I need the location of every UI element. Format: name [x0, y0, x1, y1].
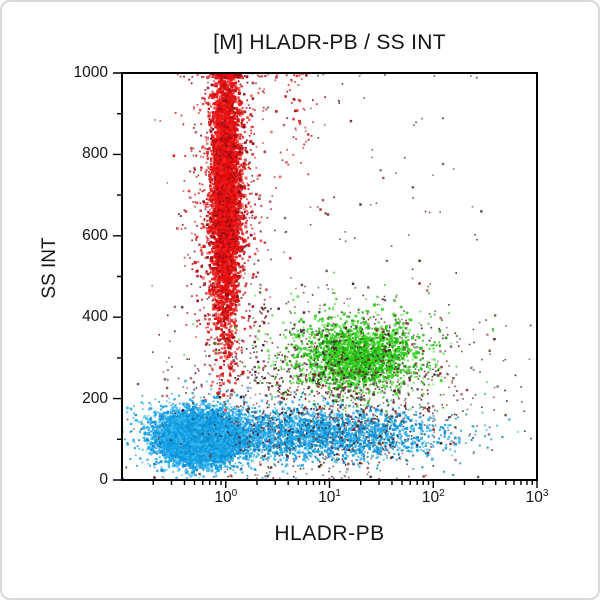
- x-tick-label: 103: [525, 488, 549, 507]
- y-tick-label: 0: [99, 471, 108, 488]
- x-tick-label: 102: [421, 488, 445, 507]
- plot-title: [M] HLADR-PB / SS INT: [213, 31, 446, 54]
- x-tick-label: 101: [318, 488, 341, 507]
- x-axis-title: HLADR-PB: [274, 522, 385, 545]
- y-tick-label: 400: [82, 308, 108, 326]
- x-tick-label: 100: [214, 488, 238, 507]
- y-tick-label: 200: [82, 389, 108, 407]
- y-tick-label: 800: [82, 145, 108, 163]
- y-tick-label: 600: [82, 226, 108, 244]
- y-tick-label: 1000: [73, 64, 108, 81]
